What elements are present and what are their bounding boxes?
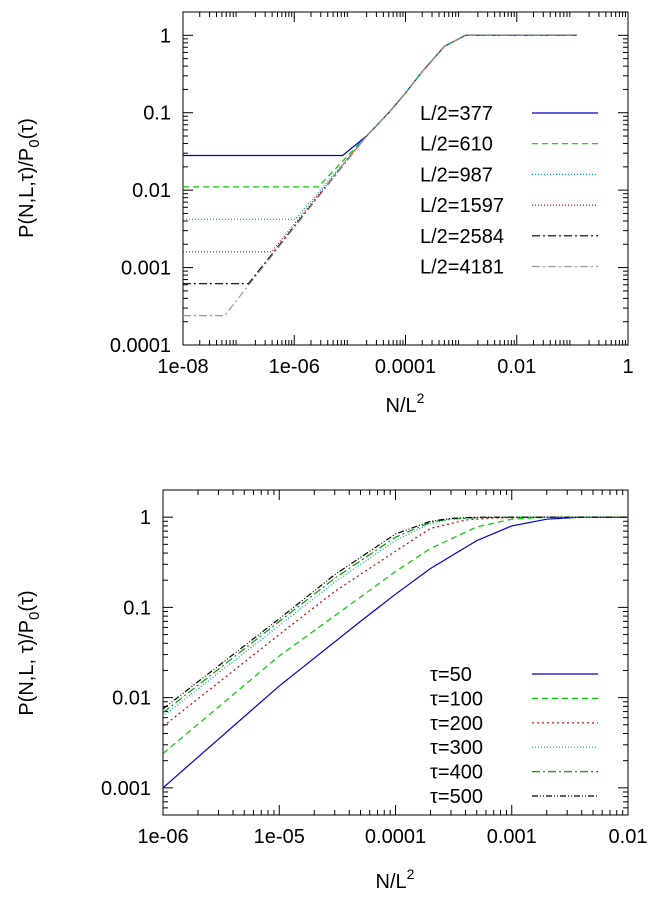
series-line-3 (163, 516, 628, 717)
x-tick-label: 1e-08 (157, 356, 208, 378)
y-axis-label: P(N,L, τ)/P0(τ) (16, 590, 43, 715)
x-axis-label: N/L2 (386, 390, 425, 417)
y-axis-label-part: ( (16, 605, 38, 612)
y-axis-label-part: ) (16, 118, 38, 125)
x-tick-label: 0.001 (487, 826, 537, 848)
x-tick-label: 1e-05 (254, 826, 305, 848)
y-tick-label: 1 (160, 25, 171, 47)
legend-label: L/2=4181 (420, 257, 504, 279)
series-line-5 (183, 34, 577, 317)
series-line-4 (163, 516, 628, 714)
y-axis-label-part: P(N,L, (16, 181, 38, 238)
series-line-0 (163, 516, 628, 789)
plot-frame (162, 489, 629, 816)
y-axis-label-part: τ (16, 173, 38, 181)
series-line-3 (183, 34, 577, 253)
legend-label: L/2=987 (420, 164, 493, 186)
x-axis-label-base: N/L (386, 395, 417, 417)
y-axis-label-part: 0 (26, 612, 43, 620)
x-axis-label: N/L2 (376, 866, 415, 893)
legend-label: τ=100 (430, 688, 483, 710)
series-line-2 (163, 516, 628, 727)
series-group (183, 34, 577, 317)
x-axis-label-sup: 2 (407, 866, 415, 882)
x-tick-label: 1e-06 (137, 826, 188, 848)
x-axis-label-base: N/L (376, 871, 407, 893)
y-axis-label-part: )/P (16, 620, 38, 646)
y-tick-label: 0.0001 (110, 335, 171, 357)
x-tick-label: 0.01 (609, 826, 648, 848)
bottom-chart: 1e-06 1e-05 0.0001 0.001 0.01 0.001 0.01 0.1 1 τ=… (16, 489, 648, 893)
y-axis-label-part: ( (16, 132, 38, 139)
series-line-0 (183, 34, 577, 157)
y-tick-label: 0.1 (143, 103, 171, 125)
series-line-4 (183, 34, 577, 285)
legend-label: L/2=1597 (420, 195, 504, 217)
legend-label: τ=300 (430, 737, 483, 759)
y-axis-label: P(N,L,τ)/P0(τ) (16, 118, 43, 238)
x-tick-label: 0.01 (497, 356, 536, 378)
y-axis-label-part: τ (16, 125, 38, 133)
x-tick-label: 1e-06 (269, 356, 320, 378)
y-tick-label: 1 (140, 507, 151, 529)
x-axis-label-sup: 2 (417, 390, 425, 406)
y-axis-label-part: τ (16, 597, 38, 605)
x-tick-label: 0.0001 (375, 356, 436, 378)
x-tick-label: 1 (622, 356, 633, 378)
y-axis-label-part: )/P (16, 148, 38, 174)
y-axis-label-part: 0 (26, 139, 43, 147)
series-line-1 (163, 516, 628, 754)
y-axis-label-part: τ (16, 645, 38, 653)
y-tick-label: 0.01 (132, 180, 171, 202)
x-tick-label: 0.0001 (365, 826, 426, 848)
y-tick-label: 0.001 (101, 778, 151, 800)
series-group (163, 516, 628, 789)
series-line-1 (183, 34, 577, 188)
y-tick-label: 0.1 (123, 597, 151, 619)
legend-label: L/2=610 (420, 134, 493, 156)
series-line-5 (163, 516, 628, 710)
legend-label: τ=50 (430, 664, 472, 686)
series-line-2 (183, 34, 577, 220)
y-axis-label-part: P(N,L, (16, 653, 38, 715)
top-chart: 1e-08 1e-06 0.0001 0.01 1 0.0001 0.001 0.01 0.1 1… (16, 11, 634, 417)
legend-label: τ=500 (430, 786, 483, 808)
legend-label: τ=200 (430, 713, 483, 735)
legend-label: L/2=2584 (420, 226, 504, 248)
y-tick-label: 0.01 (112, 688, 151, 710)
legend-label: L/2=377 (420, 103, 493, 125)
y-axis-label-part: ) (16, 590, 38, 597)
y-tick-label: 0.001 (121, 258, 171, 280)
plot-frame (182, 11, 629, 346)
legend-label: τ=400 (430, 762, 483, 784)
